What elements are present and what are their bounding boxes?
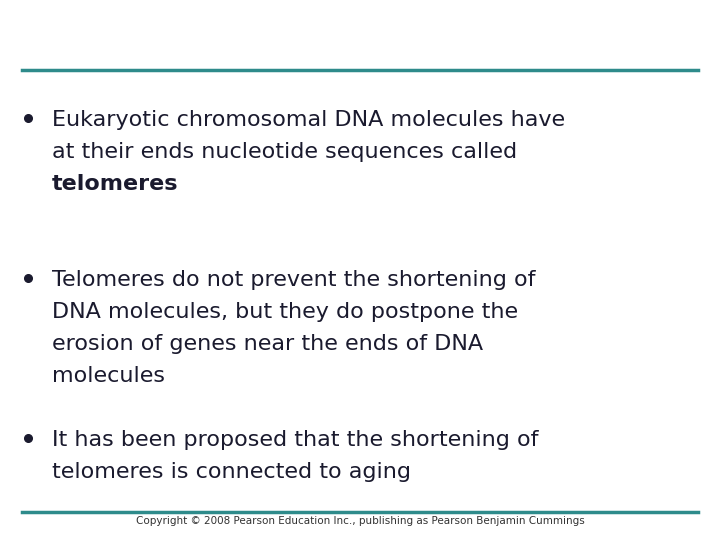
Text: Eukaryotic chromosomal DNA molecules have: Eukaryotic chromosomal DNA molecules hav… <box>52 110 565 130</box>
Text: Copyright © 2008 Pearson Education Inc., publishing as Pearson Benjamin Cummings: Copyright © 2008 Pearson Education Inc.,… <box>135 516 585 526</box>
Text: erosion of genes near the ends of DNA: erosion of genes near the ends of DNA <box>52 334 483 354</box>
Text: molecules: molecules <box>52 366 165 386</box>
Text: Telomeres do not prevent the shortening of: Telomeres do not prevent the shortening … <box>52 270 536 290</box>
Text: at their ends nucleotide sequences called: at their ends nucleotide sequences calle… <box>52 142 517 162</box>
Text: telomeres: telomeres <box>52 174 179 194</box>
Text: DNA molecules, but they do postpone the: DNA molecules, but they do postpone the <box>52 302 518 322</box>
Text: telomeres is connected to aging: telomeres is connected to aging <box>52 462 411 482</box>
Text: It has been proposed that the shortening of: It has been proposed that the shortening… <box>52 430 539 450</box>
